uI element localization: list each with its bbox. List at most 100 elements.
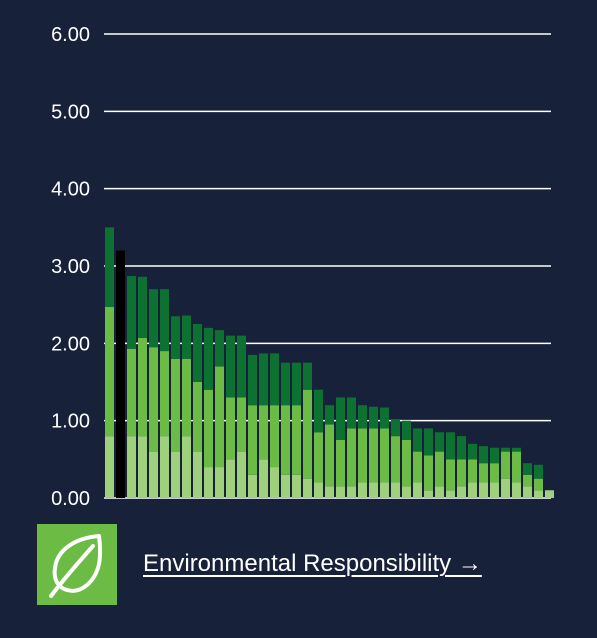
- bar-segment: [259, 459, 268, 498]
- bar-segment: [336, 440, 345, 487]
- bar-segment: [501, 447, 510, 452]
- bar-segment: [270, 353, 279, 406]
- bar-segment: [424, 455, 433, 491]
- bar-segment: [171, 358, 180, 452]
- bar-segment: [534, 490, 543, 498]
- bar-segment: [512, 482, 521, 498]
- bar-segment: [193, 382, 202, 452]
- bar-segment: [380, 482, 389, 498]
- bar-segment: [182, 315, 191, 359]
- bar-segment: [226, 459, 235, 498]
- bar-segment: [424, 490, 433, 498]
- bar-segment: [325, 424, 334, 487]
- bar-segment: [347, 428, 356, 487]
- bar-segment: [534, 478, 543, 491]
- bar-segment: [347, 486, 356, 498]
- bar-segment: [160, 289, 169, 352]
- bar-segment: [248, 354, 257, 406]
- bar-segment: [501, 478, 510, 498]
- bar-segment: [402, 440, 411, 487]
- bar-segment: [237, 451, 246, 498]
- bar-segment: [259, 405, 268, 460]
- bar-segment: [171, 316, 180, 359]
- bar-segment: [237, 335, 246, 398]
- bar-segment: [204, 389, 213, 468]
- bar-segment: [325, 405, 334, 425]
- bar-segment: [105, 306, 114, 437]
- bar-segment: [160, 351, 169, 437]
- bar-segment: [424, 428, 433, 456]
- bar-segment: [358, 482, 367, 498]
- bar-segment: [138, 276, 147, 338]
- bar-segment: [336, 397, 345, 440]
- bar-segment: [314, 432, 323, 483]
- bar-segment: [369, 428, 378, 483]
- y-tick-label: 0.00: [51, 488, 90, 510]
- bar-segment: [237, 397, 246, 452]
- bar-segment: [435, 486, 444, 498]
- bar-segment: [215, 366, 224, 468]
- y-tick-label: 5.00: [51, 101, 90, 123]
- chart: 0.00 1.00 2.00 3.00 4.00 5.00 6.00: [51, 24, 554, 510]
- bar-segment: [369, 406, 378, 429]
- bar-segment: [391, 436, 400, 483]
- bar-segment: [402, 420, 411, 440]
- bar-segment: [303, 478, 312, 498]
- bar-segment: [105, 436, 114, 498]
- bar-segment: [468, 482, 477, 498]
- bar-segment: [336, 486, 345, 498]
- bar-segment: [457, 436, 466, 460]
- bar-segment: [413, 482, 422, 498]
- bar-segment: [534, 464, 543, 479]
- y-tick-label: 3.00: [51, 256, 90, 278]
- bar-segment: [501, 451, 510, 479]
- bar-segment: [402, 486, 411, 498]
- bar-segment: [413, 451, 422, 483]
- bar-segment: [446, 432, 455, 460]
- bar-segment: [292, 474, 301, 498]
- bar-segment: [413, 428, 422, 452]
- bar-segment: [248, 474, 257, 498]
- bar-segment: [347, 397, 356, 429]
- bar-segment: [193, 324, 202, 382]
- bar-segment: [281, 362, 290, 406]
- bar-segment: [127, 276, 136, 349]
- stacked-bar-chart: 0.00 1.00 2.00 3.00 4.00 5.00 6.00: [51, 24, 554, 510]
- bar-segment: [490, 482, 499, 498]
- y-tick-label: 2.00: [51, 333, 90, 355]
- bar-segment: [523, 486, 532, 498]
- bar-segment: [545, 490, 554, 498]
- bar-segment: [171, 451, 180, 498]
- bar-segment: [270, 467, 279, 498]
- bar-segment: [391, 419, 400, 437]
- bar-segment: [127, 348, 136, 437]
- bar-segment: [435, 432, 444, 452]
- bar-segment: [479, 482, 488, 498]
- bar-segment: [215, 467, 224, 498]
- bar-segment: [303, 389, 312, 479]
- y-tick-label: 4.00: [51, 179, 90, 201]
- bar-segment: [523, 463, 532, 475]
- y-tick-label: 1.00: [51, 411, 90, 433]
- bar-segment: [292, 362, 301, 406]
- bar-segment: [226, 335, 235, 398]
- environmental-responsibility-link[interactable]: Environmental Responsibility →: [143, 550, 482, 577]
- bar-segment: [435, 451, 444, 487]
- bar-segment: [138, 436, 147, 498]
- bar-segment: [182, 436, 191, 498]
- bar-segment: [204, 327, 213, 390]
- bar-segment: [446, 490, 455, 498]
- leaf-icon: [37, 524, 117, 605]
- bar-segment: [270, 405, 279, 468]
- bar-segment: [292, 405, 301, 475]
- bar-segment: [303, 362, 312, 390]
- bar-segment: [193, 451, 202, 498]
- bar-segment: [259, 353, 268, 406]
- bar-segment: [105, 227, 114, 307]
- bar-segment: [182, 358, 191, 437]
- bar-segment: [457, 459, 466, 487]
- footer: Environmental Responsibility →: [37, 524, 577, 606]
- bar-segment: [380, 407, 389, 429]
- bar-segment: [358, 428, 367, 483]
- y-tick-label: 6.00: [51, 24, 90, 46]
